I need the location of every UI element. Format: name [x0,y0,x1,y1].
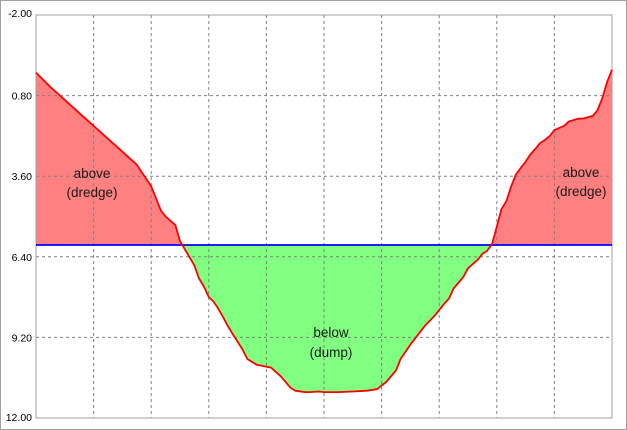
profile-line [35,69,613,394]
y-tick-label: 0.80 [12,91,33,103]
label-below-line2: (dump) [310,345,353,360]
below-dump-area [36,244,612,393]
label-above-left-line1: above [74,166,111,181]
y-tick-label: -2.00 [8,8,32,20]
plot-border [35,14,613,419]
y-tick-label: 12.00 [6,412,32,424]
label-above-right-line2: (dredge) [555,184,606,199]
y-tick-label: 3.60 [12,171,33,183]
y-tick-label: 9.20 [12,332,33,344]
y-tick-label: 6.40 [12,252,33,264]
label-above-left-line2: (dredge) [66,185,117,200]
label-above-right-line1: above [563,165,600,180]
label-below-line1: below [313,325,349,340]
